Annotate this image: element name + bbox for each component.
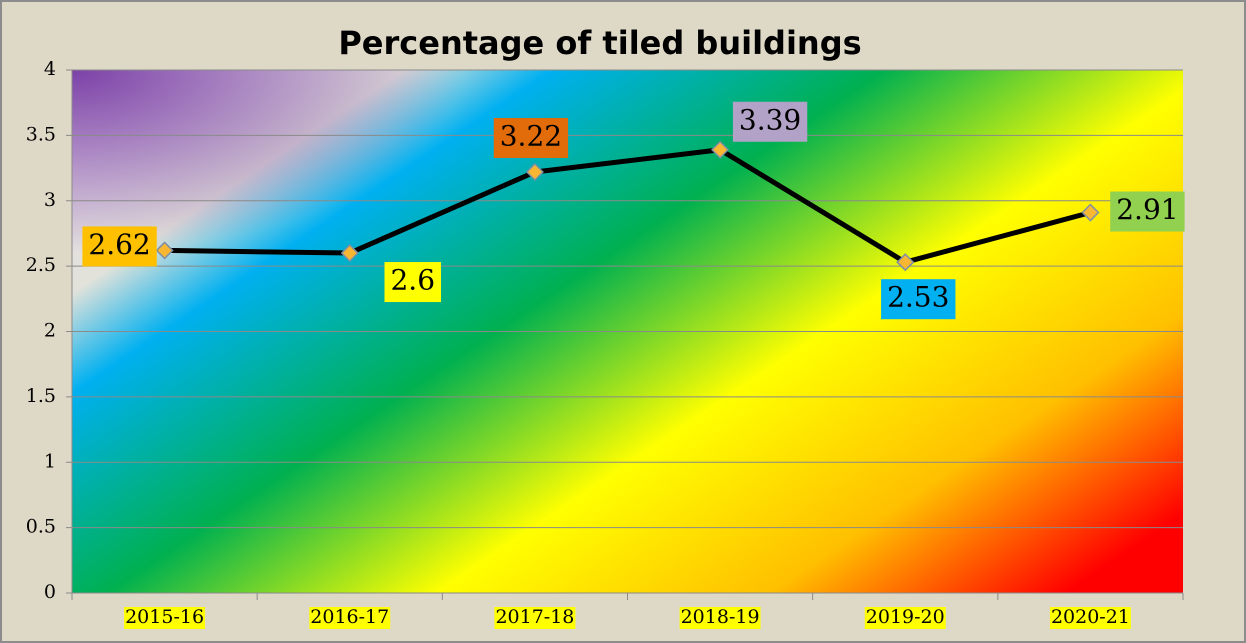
x-tick-label: 2015-16 (125, 606, 204, 628)
data-label-box (384, 262, 442, 303)
marker (711, 140, 730, 159)
marker (896, 253, 915, 272)
y-tick-label: 1.5 (26, 385, 56, 407)
y-tick-label: 3.5 (26, 123, 56, 145)
x-tick-label: 2017-18 (495, 606, 574, 628)
y-tick-label: 0 (44, 581, 56, 603)
data-label: 2.53 (887, 281, 949, 314)
data-label-box (82, 226, 157, 267)
x-tick-label: 2016-17 (310, 606, 389, 628)
data-label: 2.91 (1116, 193, 1178, 226)
x-tick-label: 2018-19 (681, 606, 760, 628)
data-label-box (732, 101, 808, 142)
x-tick-label-box (309, 607, 391, 629)
y-tick-label: 3 (44, 189, 56, 211)
chart-title: Percentage of tiled buildings (338, 24, 861, 62)
marker (340, 243, 359, 263)
y-tick-label: 1 (44, 450, 56, 472)
data-label: 3.39 (739, 103, 801, 136)
data-label: 2.6 (390, 264, 435, 297)
data-label-box (881, 279, 956, 320)
y-tick-label: 4 (44, 58, 56, 80)
marker (1081, 203, 1100, 222)
y-tick-label: 0.5 (26, 516, 56, 538)
data-label: 3.22 (500, 119, 562, 152)
y-tick-label: 2 (44, 320, 56, 342)
x-tick-label: 2020-21 (1051, 606, 1130, 628)
x-tick-label: 2019-20 (866, 606, 945, 628)
marker (155, 241, 174, 260)
x-tick-label-box (494, 607, 576, 629)
x-tick-label-box (679, 607, 761, 629)
x-tick-label-box (864, 607, 946, 629)
data-label: 2.62 (88, 228, 150, 261)
x-tick-label-box (1049, 607, 1131, 629)
y-tick-label: 2.5 (26, 254, 56, 276)
data-label-box (1110, 191, 1185, 232)
marker (525, 162, 544, 182)
data-label-box (493, 117, 569, 158)
x-tick-label-box (124, 607, 206, 629)
line (164, 147, 1092, 265)
